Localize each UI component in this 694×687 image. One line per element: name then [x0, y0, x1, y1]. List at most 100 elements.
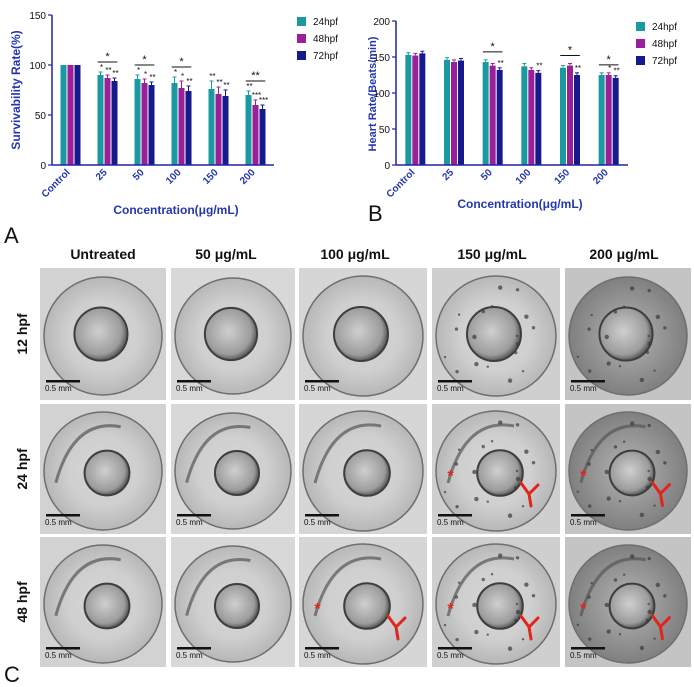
significance-mark: **	[149, 73, 155, 82]
scale-label: 0.5 mm	[437, 651, 464, 660]
y-tick-label: 100	[373, 89, 390, 100]
significance-mark: *	[137, 66, 140, 75]
bar-72hpf-200	[259, 109, 266, 165]
scale-bar	[177, 514, 211, 517]
x-ticks: Control 25 50 100 150 200	[385, 167, 612, 200]
debris-speck	[515, 556, 520, 560]
yolk-sac	[343, 449, 391, 497]
debris-speck	[653, 504, 656, 507]
debris-speck	[645, 485, 650, 490]
debris-speck	[629, 554, 635, 559]
y-tick-label: 100	[29, 61, 46, 72]
scale-label: 0.5 mm	[45, 518, 72, 527]
debris-speck	[507, 646, 513, 651]
legend-swatch-72hpf	[297, 51, 306, 60]
yolk-sac	[213, 449, 261, 497]
embryo-tail	[54, 557, 121, 617]
debris-speck	[454, 327, 459, 331]
significance-mark: **	[614, 67, 620, 76]
debris-speck	[472, 469, 477, 475]
scale-bar	[177, 380, 211, 383]
debris-speck	[481, 309, 485, 314]
debris-speck	[524, 314, 529, 319]
bar-48hpf-200	[605, 75, 612, 165]
x-tick-label: 150	[553, 167, 573, 187]
column-header: 150 μg/mL	[457, 246, 527, 262]
debris-speck	[481, 577, 485, 582]
scale-label: 0.5 mm	[45, 651, 72, 660]
row-header: 12 hpf	[14, 313, 30, 355]
embryo-tail	[313, 556, 382, 617]
debris-speck	[515, 602, 519, 606]
debris-speck	[618, 633, 622, 636]
asterisk-marker: *	[447, 601, 454, 618]
micrograph-cell: 0.5 mm *	[299, 537, 427, 667]
x-tick-label: Control	[385, 167, 418, 200]
y-tick-label: 50	[35, 111, 47, 122]
scale-bar	[305, 380, 339, 383]
scale-label: 0.5 mm	[45, 384, 72, 393]
x-tick-label: Control	[40, 167, 73, 200]
debris-speck	[455, 504, 459, 509]
significance-mark: *	[608, 64, 611, 73]
yolk-sac	[73, 306, 129, 362]
scale-bar	[438, 514, 472, 517]
yolk-sac	[466, 306, 522, 362]
scale-bar	[571, 380, 605, 383]
embryo-tail	[579, 424, 646, 484]
bracket-label: *	[607, 54, 612, 66]
bar-24hpf-25	[97, 75, 104, 165]
bar-24hpf-100	[521, 66, 528, 165]
scale-bar	[46, 514, 80, 517]
bar-24hpf-150	[208, 89, 215, 165]
debris-speck	[647, 288, 651, 293]
y-tick-label: 50	[379, 125, 391, 136]
column-header: 100 μg/mL	[320, 246, 390, 262]
yolk-sac	[83, 449, 131, 497]
debris-speck	[454, 462, 459, 466]
yolk-sac	[203, 306, 259, 362]
debris-speck	[443, 355, 447, 359]
debris-speck	[639, 512, 645, 518]
panel-label-c: C	[4, 662, 20, 687]
debris-speck	[474, 496, 479, 502]
debris-speck	[531, 460, 536, 465]
row-header: 48 hpf	[14, 581, 30, 623]
micrograph-cell: 0.5 mm *	[565, 537, 691, 667]
bar-24hpf-50	[482, 62, 489, 165]
bar-48hpf-150	[215, 94, 222, 165]
significance-mark: **	[246, 82, 252, 91]
debris-speck	[613, 310, 618, 314]
x-tick-label: 50	[131, 167, 147, 183]
scale-label: 0.5 mm	[176, 518, 203, 527]
significance-mark: ***	[252, 91, 261, 100]
column-headers: Untreated 50 μg/mL 100 μg/mL 150 μg/mL 200 μ…	[70, 246, 659, 262]
debris-speck	[613, 578, 618, 582]
micrograph-cell: 0.5 mm	[565, 268, 691, 400]
yolk-sac	[83, 582, 131, 630]
bar-48hpf-200	[252, 105, 259, 165]
debris-speck	[514, 485, 518, 490]
debris-speck	[647, 341, 652, 347]
yolk-sac	[598, 306, 654, 362]
bar-24hpf-Control	[60, 65, 67, 165]
debris-speck	[481, 444, 485, 449]
debris-speck	[498, 285, 503, 290]
significance-mark: ***	[259, 96, 268, 105]
significance-mark: **	[112, 69, 118, 78]
debris-speck	[645, 350, 650, 355]
debris-speck	[576, 490, 580, 493]
debris-speck	[486, 500, 489, 503]
debris-speck	[521, 638, 525, 641]
embryo-tail	[54, 424, 121, 484]
debris-speck	[515, 334, 519, 338]
legend: 24hpf 48hpf 72hpf	[297, 17, 338, 62]
debris-speck	[490, 573, 494, 576]
micrograph-cell: 0.5 mm *	[432, 404, 560, 534]
legend-label: 24hpf	[652, 22, 677, 33]
bars: * ** ** * * *** ******* ** ********* * ***	[60, 51, 268, 165]
scale-bar	[46, 647, 80, 650]
debris-speck	[514, 350, 518, 355]
asterisk-marker: *	[580, 601, 587, 618]
x-tick-label: 100	[514, 167, 534, 187]
